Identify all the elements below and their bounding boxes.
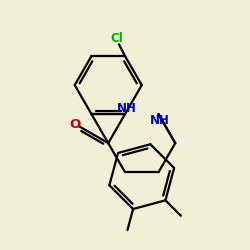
- Text: Cl: Cl: [110, 32, 123, 45]
- Text: NH: NH: [150, 114, 170, 127]
- Text: O: O: [69, 118, 80, 131]
- Text: NH: NH: [116, 102, 136, 114]
